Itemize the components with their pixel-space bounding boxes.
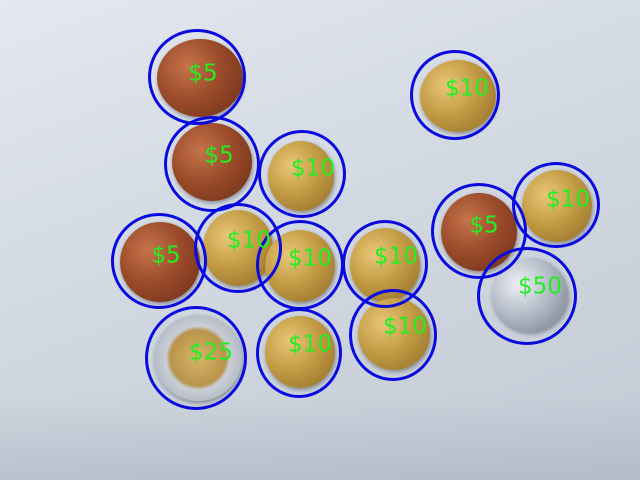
coin-value-label: $25: [189, 339, 233, 366]
coin-value-label: $10: [374, 243, 418, 270]
coin-value-label: $10: [383, 313, 427, 340]
coin-value-label: $5: [204, 142, 234, 169]
detection-ring: [145, 306, 247, 410]
detection-ring: [477, 247, 577, 345]
table-shadow: [0, 395, 640, 480]
coin-value-label: $10: [445, 75, 489, 102]
coin-value-label: $5: [188, 60, 218, 87]
coin-value-label: $10: [288, 245, 332, 272]
coin-value-label: $10: [288, 331, 332, 358]
coin-value-label: $10: [227, 227, 271, 254]
detection-ring: [256, 308, 342, 398]
detection-ring: [349, 289, 437, 381]
detection-ring: [258, 130, 346, 218]
coin-value-label: $5: [151, 242, 181, 269]
coin-value-label: $10: [291, 155, 335, 182]
coin-value-label: $10: [546, 186, 590, 213]
detection-ring: [410, 50, 500, 140]
coin-value-label: $5: [469, 212, 499, 239]
detection-ring: [512, 162, 600, 248]
coin-value-label: $50: [518, 273, 562, 300]
